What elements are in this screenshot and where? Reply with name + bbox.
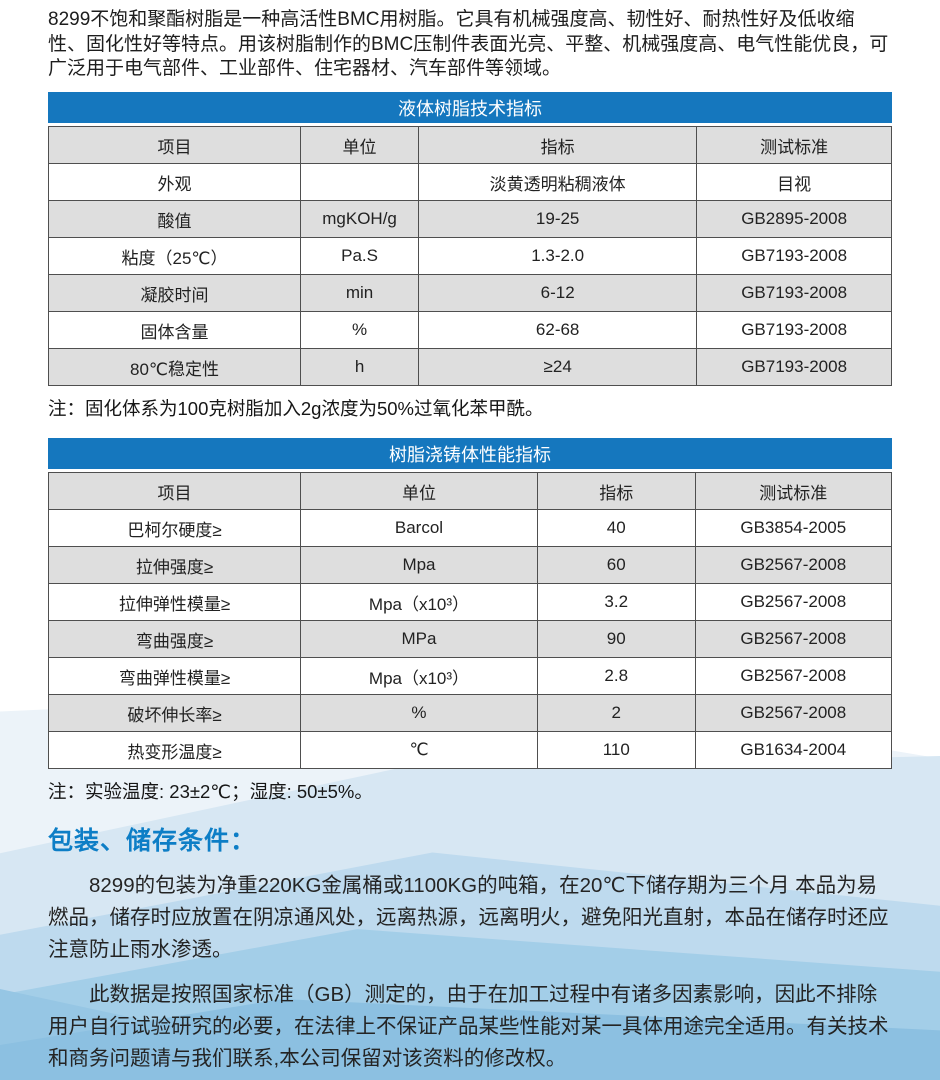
- table-cell: Pa.S: [300, 237, 420, 276]
- table-note: 注：固化体系为100克树脂加入2g浓度为50%过氧化苯甲酰。: [48, 398, 544, 420]
- table-row: 热变形温度≥ ℃ 110 GB1634-2004: [47, 731, 893, 770]
- table-cell: 外观: [47, 163, 302, 202]
- spec-table: 项目 单位 指标 测试标准 外观 淡黄透明粘稠液体 目视 酸值 mgKOH/g 19-25 GB28…: [47, 126, 892, 387]
- table-cell: 90: [536, 620, 696, 659]
- table-cell: 1.3-2.0: [418, 237, 698, 276]
- table-header-cell: 项目: [47, 126, 302, 165]
- table-cell: GB2567-2008: [694, 620, 893, 659]
- table-cell: 110: [536, 731, 696, 770]
- table-cell: mgKOH/g: [300, 200, 420, 239]
- table-row: 巴柯尔硬度≥ Barcol 40 GB3854-2005: [47, 509, 893, 548]
- table-row: 粘度（25℃） Pa.S 1.3-2.0 GB7193-2008: [47, 237, 892, 276]
- table-cell: GB2567-2008: [694, 657, 893, 696]
- storage-paragraph-2: 此数据是按照国家标准（GB）测定的，由于在加工过程中有诸多因素影响，因此不排除用…: [48, 982, 889, 1070]
- table-header-cell: 单位: [300, 126, 420, 165]
- table-cell: 弯曲强度≥: [47, 620, 302, 659]
- table-cell: GB1634-2004: [694, 731, 893, 770]
- table-row: 外观 淡黄透明粘稠液体 目视: [47, 163, 892, 202]
- table-title: 液体树脂技术指标: [48, 92, 892, 124]
- table-cell: 60: [536, 546, 696, 585]
- table-cell: 巴柯尔硬度≥: [47, 509, 302, 548]
- table-cell: GB3854-2005: [694, 509, 893, 548]
- table-cell: 19-25: [418, 200, 698, 239]
- table-cell: min: [300, 274, 420, 313]
- table-row: 弯曲强度≥ MPa 90 GB2567-2008: [47, 620, 893, 659]
- table-cell: 破坏伸长率≥: [47, 694, 302, 733]
- table-cell: 淡黄透明粘稠液体: [418, 163, 698, 202]
- table-row: 弯曲弹性模量≥ Mpa（x10³） 2.8 GB2567-2008: [47, 657, 893, 696]
- intro-paragraph: 8299不饱和聚酯树脂是一种高活性BMC用树脂。它具有机械强度高、韧性好、耐热性…: [48, 9, 889, 80]
- table-header-cell: 项目: [47, 472, 302, 511]
- liquid-resin-spec-table: 液体树脂技术指标 项目 单位 指标 测试标准 外观 淡黄透明粘稠液体 目视 酸值 mgKOH/g…: [47, 92, 892, 387]
- table-cell: GB2567-2008: [694, 583, 893, 622]
- table-header-cell: 指标: [418, 126, 698, 165]
- table-header-row: 项目 单位 指标 测试标准: [47, 472, 893, 511]
- table-cell: GB7193-2008: [696, 237, 892, 276]
- table-cell: 62-68: [418, 311, 698, 350]
- table-header-cell: 测试标准: [696, 126, 892, 165]
- table-row: 破坏伸长率≥% 2 GB2567-2008: [47, 694, 893, 733]
- table-cell: [300, 163, 420, 202]
- table-cell: 目视: [696, 163, 892, 202]
- table-cell: 3.2: [536, 583, 696, 622]
- table-cell: 热变形温度≥: [47, 731, 302, 770]
- table-row: 凝胶时间 min 6-12 GB7193-2008: [47, 274, 892, 313]
- table-note: 注：实验温度: 23±2℃；湿度: 50±5%。: [48, 781, 373, 803]
- table-cell: 拉伸弹性模量≥: [47, 583, 302, 622]
- table-cell: 2: [536, 694, 696, 733]
- table-title: 树脂浇铸体性能指标: [48, 438, 892, 470]
- table-header-cell: 单位: [300, 472, 538, 511]
- table-cell: MPa: [300, 620, 538, 659]
- table-cell: 2.8: [536, 657, 696, 696]
- table-cell: 80℃稳定性: [47, 348, 302, 387]
- table-cell: GB2567-2008: [694, 546, 893, 585]
- table-cell: 40: [536, 509, 696, 548]
- table-cell: %: [300, 311, 420, 350]
- table-cell: Mpa（x10³）: [300, 583, 538, 622]
- storage-section-heading: 包装、储存条件：: [48, 827, 257, 856]
- table-cell: 酸值: [47, 200, 302, 239]
- table-cell: 固体含量: [47, 311, 302, 350]
- table-cell: 拉伸强度≥: [47, 546, 302, 585]
- spec-table: 项目 单位 指标 测试标准 巴柯尔硬度≥ Barcol 40 GB3854-2005 拉伸强度≥…: [47, 472, 893, 770]
- casting-performance-table: 树脂浇铸体性能指标 项目 单位 指标 测试标准 巴柯尔硬度≥ Barcol 40 GB3854…: [47, 438, 893, 770]
- table-row: 酸值 mgKOH/g 19-25 GB2895-2008: [47, 200, 892, 239]
- table-cell: Barcol: [300, 509, 538, 548]
- table-cell: h: [300, 348, 420, 387]
- table-row: 拉伸强度≥ Mpa 60 GB2567-2008: [47, 546, 893, 585]
- table-cell: GB2895-2008: [696, 200, 892, 239]
- table-header-cell: 测试标准: [694, 472, 893, 511]
- table-cell: GB7193-2008: [696, 311, 892, 350]
- table-cell: GB7193-2008: [696, 348, 892, 387]
- table-cell: 6-12: [418, 274, 698, 313]
- table-cell: %: [300, 694, 538, 733]
- table-cell: GB2567-2008: [694, 694, 893, 733]
- table-cell: 弯曲弹性模量≥: [47, 657, 302, 696]
- table-header-row: 项目 单位 指标 测试标准: [47, 126, 892, 165]
- table-cell: Mpa: [300, 546, 538, 585]
- storage-paragraph-1: 8299的包装为净重220KG金属桶或1100KG的吨箱，在20℃下储存期为三个…: [48, 874, 889, 961]
- table-row: 固体含量% 62-68 GB7193-2008: [47, 311, 892, 350]
- table-cell: Mpa（x10³）: [300, 657, 538, 696]
- table-row: 拉伸弹性模量≥ Mpa（x10³） 3.2 GB2567-2008: [47, 583, 893, 622]
- table-header-cell: 指标: [536, 472, 696, 511]
- table-cell: GB7193-2008: [696, 274, 892, 313]
- table-cell: 粘度（25℃）: [47, 237, 302, 276]
- table-cell: 凝胶时间: [47, 274, 302, 313]
- table-cell: ≥24: [418, 348, 698, 387]
- table-cell: ℃: [300, 731, 538, 770]
- table-row: 80℃稳定性 h ≥24 GB7193-2008: [47, 348, 892, 387]
